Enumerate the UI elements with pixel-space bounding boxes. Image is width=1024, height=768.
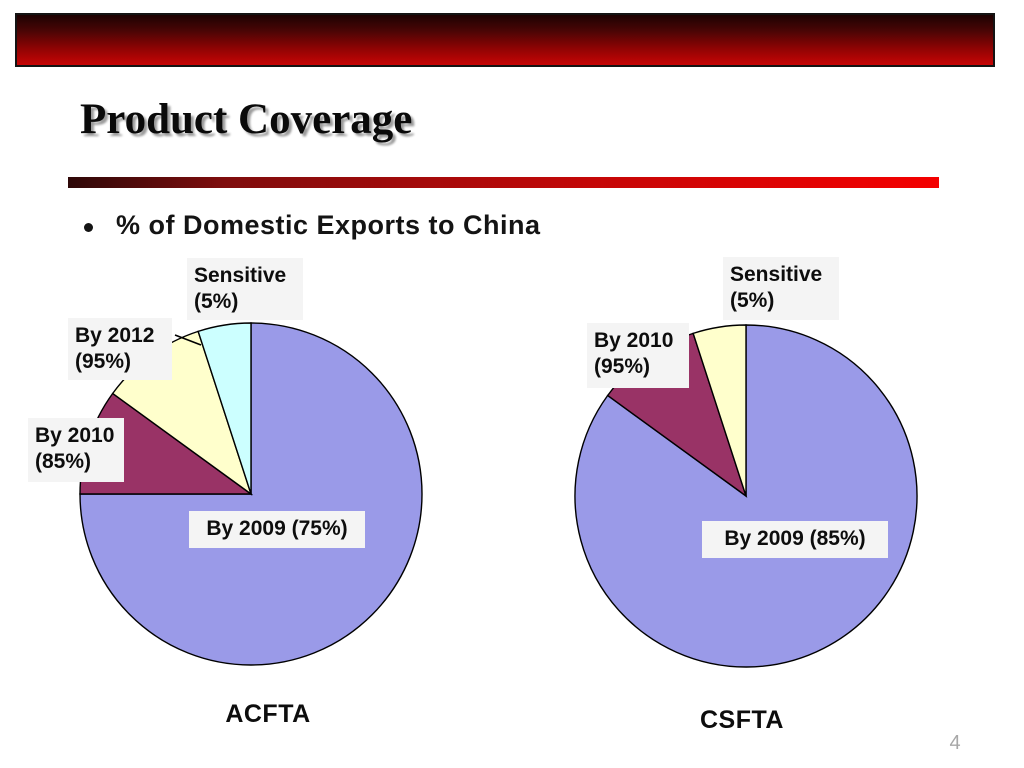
chart-title-csfta: CSFTA <box>700 706 784 734</box>
label-acfta-by2009: By 2009 (75%) <box>189 511 365 548</box>
title-underline <box>68 177 939 188</box>
label-csfta-by2010: By 2010 (95%) <box>587 323 689 388</box>
page-number: 4 <box>949 732 961 754</box>
bullet-text: % of Domestic Exports to China <box>116 210 541 240</box>
pie-slice-sensitive-5 <box>197 322 252 495</box>
leader-line-by2012 <box>174 334 202 346</box>
pie-slice-by-2009-75 <box>79 322 423 666</box>
label-acfta-sensitive: Sensitive (5%) <box>187 258 303 320</box>
pie-slice-by-2009-85 <box>574 324 918 668</box>
bullet-icon <box>84 223 93 232</box>
label-csfta-by2009: By 2009 (85%) <box>702 521 888 558</box>
label-acfta-by2012: By 2012 (95%) <box>68 318 172 380</box>
header-banner <box>15 13 995 67</box>
label-acfta-by2010: By 2010 (85%) <box>28 418 124 482</box>
pie-slice-sensitive-5 <box>692 324 747 497</box>
label-csfta-sensitive: Sensitive (5%) <box>723 257 839 320</box>
chart-title-acfta: ACFTA <box>225 700 311 728</box>
page-title: Product Coverage <box>80 96 413 143</box>
